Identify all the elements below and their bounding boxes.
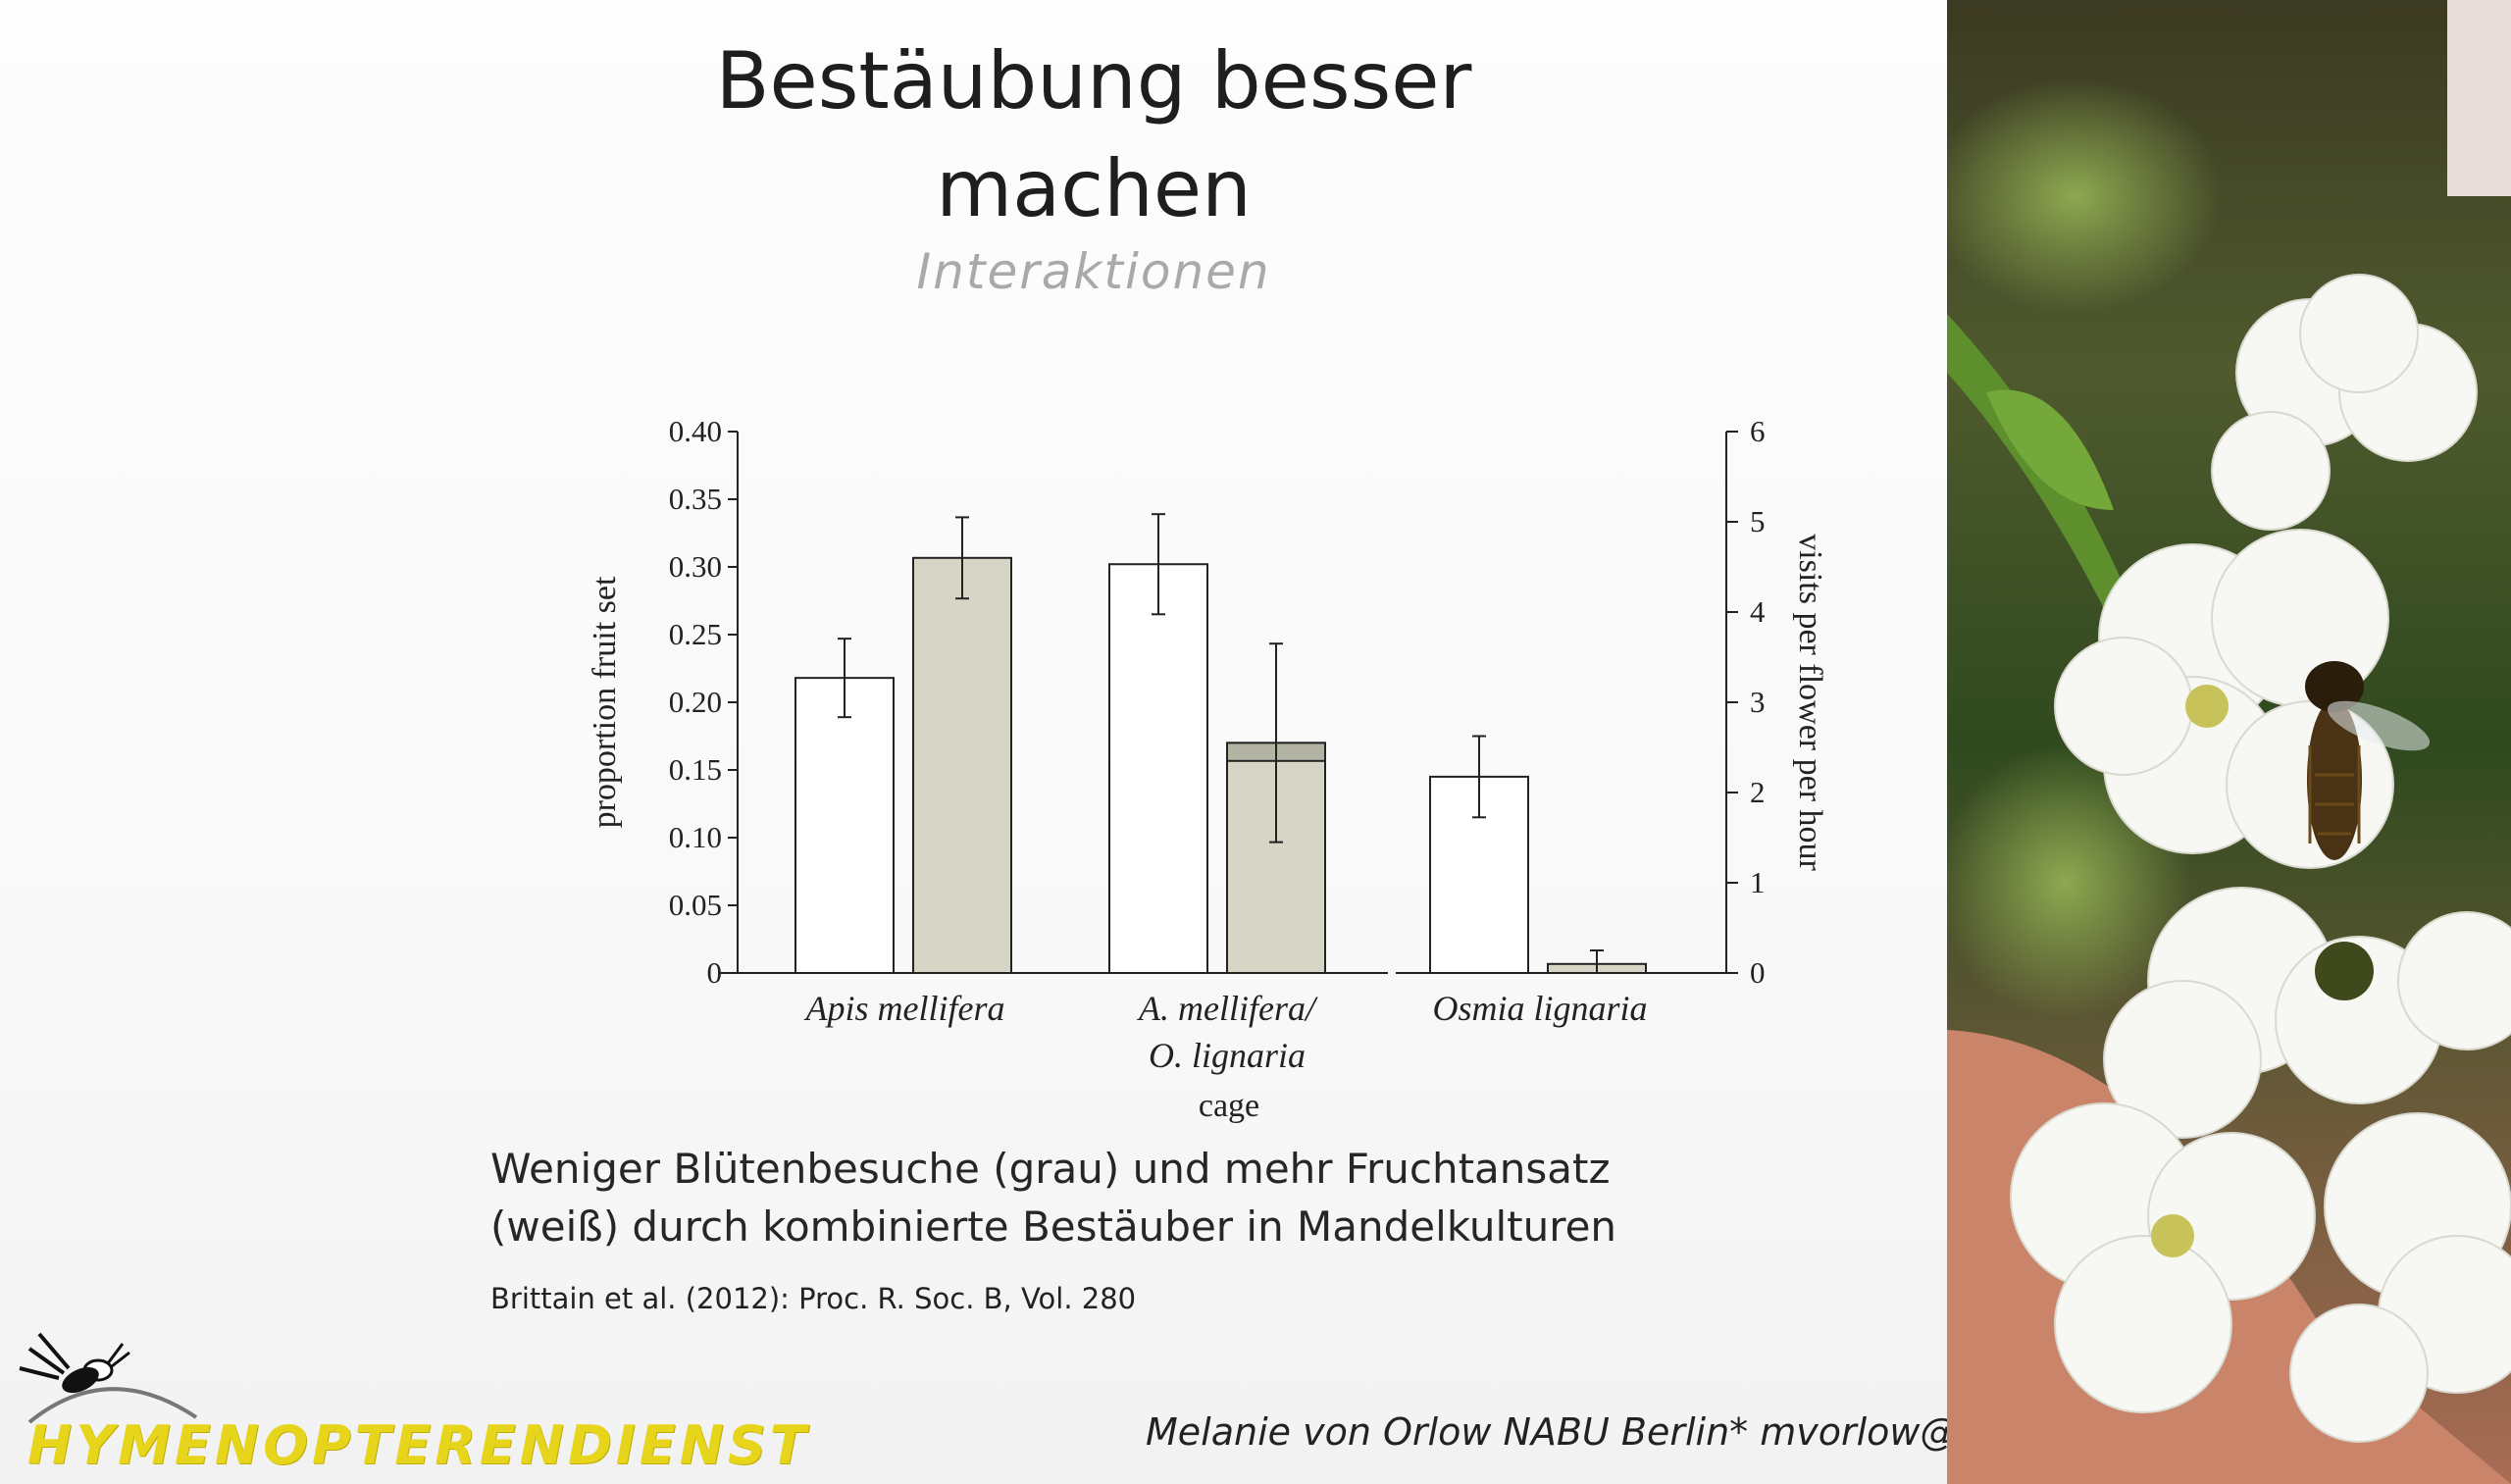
left-y-axis-label: proportion fruit set xyxy=(587,576,623,828)
right-y-tick-label: 5 xyxy=(1750,504,1766,538)
right-y-tick-label: 4 xyxy=(1750,594,1766,629)
left-y-tick-label: 0.25 xyxy=(669,617,722,651)
left-y-tick-label: 0.10 xyxy=(669,820,722,854)
category-label: Apis mellifera xyxy=(804,989,1005,1028)
right-y-tick-label: 0 xyxy=(1750,955,1766,990)
bar-chart: 0.40 0.35 0.30 0.25 0.20 0.15 0.10 0.05 0 6 5 4 3 2 1 0… xyxy=(587,414,1828,1124)
x-axis-label: cage xyxy=(1199,1088,1259,1124)
visits-bar xyxy=(912,556,1012,975)
left-y-tick-label: 0 xyxy=(707,955,723,990)
slide-subtitle: Interaktionen xyxy=(916,243,1271,300)
left-y-tick-label: 0.15 xyxy=(669,752,722,787)
left-y-tick-label: 0.40 xyxy=(669,414,722,448)
bee-logo-icon xyxy=(19,1332,198,1424)
slide-title: Bestäubung besser xyxy=(715,35,1472,127)
citation: Brittain et al. (2012): Proc. R. Soc. B,… xyxy=(490,1282,1137,1315)
category-label: O. lignaria xyxy=(1149,1036,1306,1075)
slide-title-line2: machen xyxy=(936,143,1252,234)
right-y-axis-label: visits per flower per hour xyxy=(1792,534,1828,871)
left-y-tick-label: 0.30 xyxy=(669,549,722,584)
caption-line: (weiß) durch kombinierte Bestäuber in Ma… xyxy=(490,1203,1617,1251)
left-y-tick-label: 0.20 xyxy=(669,685,722,719)
fruit-set-bar xyxy=(1108,563,1208,975)
cherry-blossom-bee-photo xyxy=(1947,0,2511,1484)
left-y-tick-label: 0.05 xyxy=(669,888,722,922)
category-label: Osmia lignaria xyxy=(1432,989,1647,1028)
logo-text: HYMENOPTERENDIENST xyxy=(27,1414,810,1476)
caption-line: Weniger Blütenbesuche (grau) und mehr Fr… xyxy=(490,1145,1611,1193)
slide: Bestäubung besser machen Interaktionen 0… xyxy=(0,0,2229,1484)
right-y-tick-label: 2 xyxy=(1750,775,1766,809)
right-y-tick-label: 3 xyxy=(1750,685,1766,719)
category-label: A. mellifera/ xyxy=(1137,989,1318,1028)
fruit-set-bar xyxy=(794,677,895,974)
right-y-tick-label: 6 xyxy=(1750,414,1766,448)
right-y-tick-label: 1 xyxy=(1750,865,1766,899)
left-y-tick-label: 0.35 xyxy=(669,482,722,516)
